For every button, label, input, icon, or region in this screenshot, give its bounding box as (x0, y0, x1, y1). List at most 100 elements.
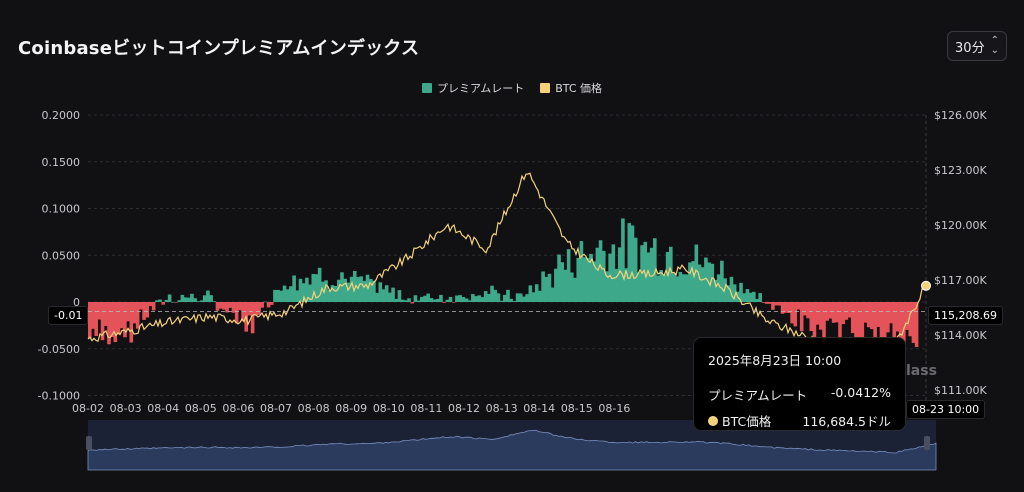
premium-bar (480, 297, 485, 302)
premium-bar (199, 300, 204, 302)
premium-bar (103, 302, 108, 326)
premium-bar (225, 302, 229, 313)
x-tick-label: 08-03 (110, 402, 142, 415)
premium-bar (863, 302, 868, 323)
chevron-updown-icon: ⌃ ⌄ (990, 35, 999, 56)
premium-bar (305, 277, 309, 302)
premium-bar (123, 302, 127, 338)
premium-bar (503, 294, 507, 302)
premium-bar (174, 302, 178, 303)
premium-bar (819, 302, 823, 330)
premium-bar (665, 252, 670, 302)
legend-btc[interactable]: BTC 価格 (540, 80, 602, 96)
premium-bar (285, 289, 290, 302)
premium-bar (534, 284, 539, 302)
premium-bar (825, 302, 830, 321)
premium-bar (589, 253, 593, 302)
x-tick-label: 08-12 (448, 402, 480, 415)
premium-bar (206, 290, 210, 302)
x-tick-label: 08-02 (72, 402, 104, 415)
premium-bar (758, 293, 762, 302)
premium-bar (416, 300, 421, 302)
premium-bar (761, 302, 766, 303)
premium-bar (359, 276, 363, 302)
premium-bar (860, 302, 865, 341)
premium-bar (301, 283, 306, 302)
premium-bar (330, 285, 335, 302)
y-tick-label: 0 (73, 296, 80, 309)
x-tick-label: 08-07 (260, 402, 292, 415)
premium-bar (643, 241, 648, 302)
premium-bar (723, 278, 727, 302)
premium-bar (694, 244, 699, 302)
premium-bar (404, 300, 408, 302)
watermark: lass (906, 363, 937, 379)
premium-bar (110, 302, 114, 338)
premium-bar (458, 295, 462, 302)
premium-bar (908, 302, 913, 337)
premium-bar (726, 285, 731, 302)
premium-bar (882, 302, 887, 342)
premium-bar (308, 284, 312, 302)
premium-bar (448, 296, 453, 302)
x-tick-label: 08-05 (185, 402, 217, 415)
premium-bar (388, 292, 392, 302)
premium-bar (151, 302, 156, 311)
premium-bar (752, 291, 756, 302)
tooltip-btc-label: BTC価格 (722, 414, 772, 429)
premium-bar (783, 302, 788, 313)
interval-select[interactable]: 30分 ⌃ ⌄ (947, 31, 1007, 61)
premium-bar (653, 238, 657, 302)
premium-bar (474, 296, 478, 302)
premium-bar (451, 302, 456, 303)
premium-bar (847, 302, 852, 318)
premium-bar (611, 244, 616, 302)
premium-bar (269, 302, 274, 305)
x-tick-label: 08-08 (298, 402, 330, 415)
premium-bar (649, 247, 654, 302)
premium-bar (177, 300, 181, 302)
premium-bar (202, 295, 207, 302)
x-tick-label: 08-09 (335, 402, 367, 415)
premium-bar (720, 260, 724, 302)
premium-bar (700, 267, 705, 302)
premium-bar (624, 268, 628, 302)
premium-bar (630, 225, 635, 302)
premium-bar (471, 294, 475, 302)
y-tick-label: 0.1000 (42, 203, 81, 216)
premium-bar (866, 302, 871, 328)
btc-dot-icon (708, 415, 718, 426)
premium-bar (397, 290, 402, 302)
premium-bar (384, 285, 389, 302)
premium-bar (595, 247, 600, 302)
btc-price-line (87, 172, 931, 363)
premium-bar (183, 297, 188, 302)
premium-bar (158, 299, 162, 302)
tooltip-time: 2025年8月23日 10:00 (708, 353, 842, 368)
premium-bar (844, 302, 849, 320)
premium-bar (854, 302, 858, 344)
legend-premium[interactable]: プレミアムレート (421, 80, 524, 96)
premium-bar (681, 274, 686, 302)
premium-bar (311, 273, 316, 302)
premium-bar (190, 293, 194, 302)
y-tick-label: -0.0500 (38, 343, 80, 356)
tooltip: 2025年8月23日 10:00 プレミアムレート -0.0412% BTC価格… (693, 337, 906, 431)
premium-bar (487, 293, 491, 302)
premium-bar (563, 269, 568, 302)
premium-bar (493, 289, 498, 302)
premium-bar (621, 218, 625, 302)
range-navigator[interactable] (86, 420, 937, 471)
premium-bar (704, 257, 708, 302)
x-tick-label: 08-06 (222, 402, 254, 415)
premium-bar (586, 257, 590, 302)
premium-bar (381, 289, 386, 302)
crosshair-time-value: 08-23 10:00 (906, 400, 986, 419)
x-tick-label: 08-16 (598, 402, 630, 415)
premium-bar (739, 282, 743, 302)
premium-bar (273, 289, 277, 302)
premium-bar (601, 250, 606, 302)
premium-bar (314, 274, 319, 302)
